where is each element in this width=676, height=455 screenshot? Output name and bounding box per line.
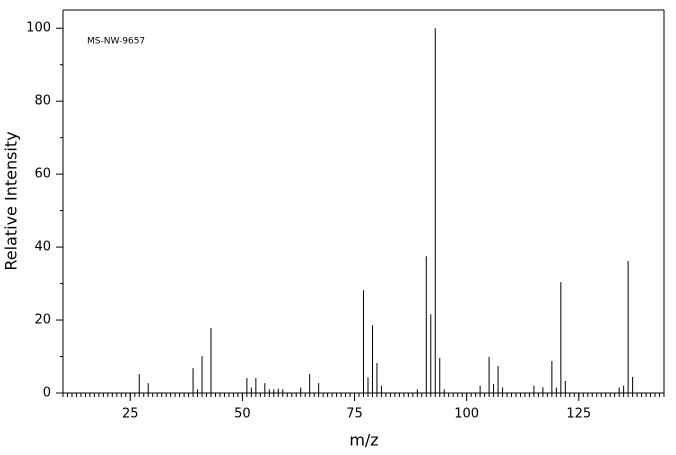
y-tick-label: 80 <box>34 94 51 109</box>
annotation: MS-NW-9657 <box>87 37 145 47</box>
y-tick-label: 100 <box>26 21 51 36</box>
x-tick-label: 125 <box>566 407 591 422</box>
y-axis-title: Relative Intensity <box>2 131 21 270</box>
y-tick-label: 60 <box>34 167 51 182</box>
x-tick-label: 50 <box>234 407 251 422</box>
x-tick-label: 25 <box>122 407 139 422</box>
x-tick-label: 100 <box>454 407 479 422</box>
x-tick-label: 75 <box>346 407 363 422</box>
y-tick-label: 20 <box>34 313 51 328</box>
x-axis-title: m/z <box>349 431 378 450</box>
y-tick-label: 40 <box>34 240 51 255</box>
y-tick-label: 0 <box>43 386 51 401</box>
